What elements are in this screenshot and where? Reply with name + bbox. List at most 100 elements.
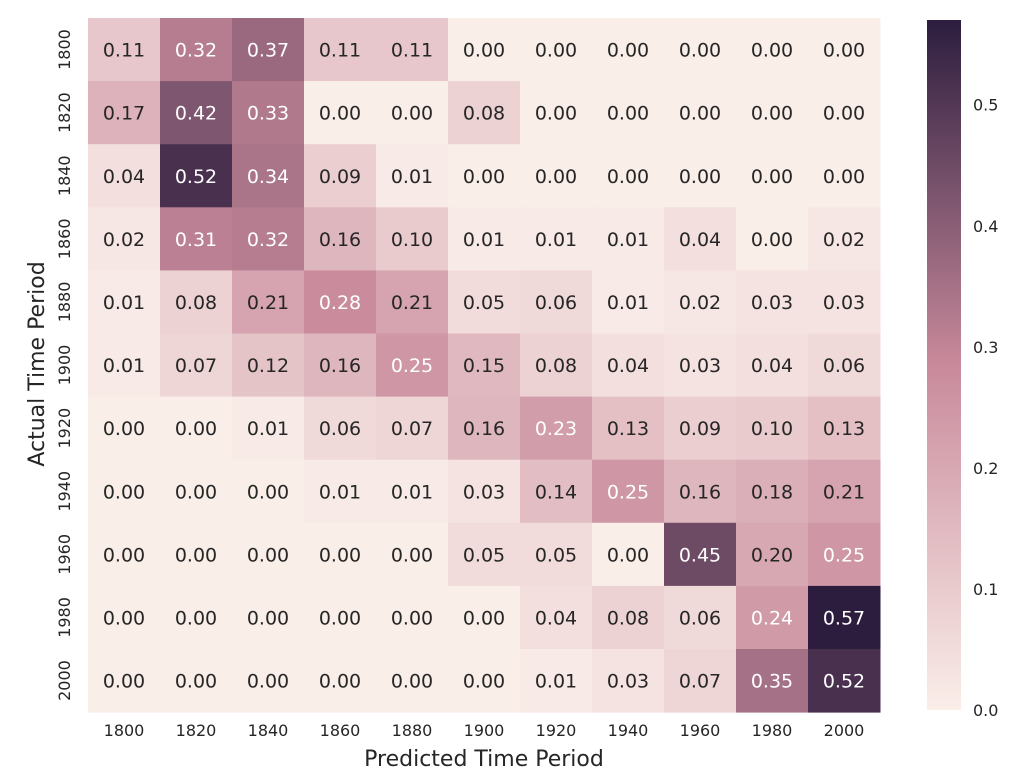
heatmap-cell bbox=[160, 396, 233, 461]
heatmap-cell bbox=[664, 649, 737, 713]
heatmap-cell bbox=[664, 333, 737, 398]
y-tick-label: 1800 bbox=[55, 29, 74, 70]
heatmap-cell bbox=[88, 207, 161, 271]
x-tick-label: 1960 bbox=[680, 721, 721, 740]
heatmap-cell bbox=[376, 585, 449, 650]
heatmap-cell bbox=[448, 649, 521, 713]
cell-value-label: 0.11 bbox=[103, 40, 145, 62]
heatmap-cell bbox=[376, 522, 449, 587]
cell-value-label: 0.00 bbox=[535, 103, 577, 125]
cell-value-label: 0.28 bbox=[319, 292, 361, 314]
cell-value-label: 0.12 bbox=[247, 355, 289, 377]
heatmap-cell bbox=[736, 649, 809, 713]
heatmap-cell bbox=[88, 333, 161, 398]
cell-value-label: 0.08 bbox=[463, 103, 505, 125]
cell-value-label: 0.01 bbox=[103, 355, 145, 377]
cell-value-label: 0.00 bbox=[247, 544, 289, 566]
colorbar-tick-labels: 0.0 0.1 0.2 0.3 0.4 0.5 bbox=[973, 96, 998, 720]
heatmap-cell bbox=[232, 144, 305, 208]
cell-value-label: 0.25 bbox=[607, 481, 649, 503]
heatmap-cell bbox=[88, 585, 161, 650]
cell-value-label: 0.00 bbox=[247, 607, 289, 629]
heatmap-cell bbox=[160, 144, 233, 208]
heatmap-cell bbox=[592, 270, 665, 334]
cell-value-label: 0.03 bbox=[751, 292, 793, 314]
heatmap-cell bbox=[520, 649, 593, 713]
cell-value-label: 0.07 bbox=[175, 355, 217, 377]
cell-value-label: 0.34 bbox=[247, 166, 289, 188]
heatmap-cell bbox=[664, 270, 737, 334]
cell-value-label: 0.02 bbox=[823, 229, 865, 251]
cell-value-label: 0.25 bbox=[823, 544, 865, 566]
heatmap-cell bbox=[736, 585, 809, 650]
colorbar-tick-label: 0.4 bbox=[973, 217, 998, 236]
heatmap-cell bbox=[304, 207, 377, 271]
heatmap-cell bbox=[160, 270, 233, 334]
cell-value-label: 0.00 bbox=[175, 544, 217, 566]
heatmap-cell bbox=[160, 18, 233, 82]
heatmap-cell bbox=[520, 522, 593, 587]
heatmap-cell bbox=[88, 81, 161, 145]
heatmap-cell bbox=[232, 459, 305, 524]
cell-value-label: 0.24 bbox=[751, 607, 793, 629]
colorbar-tick-label: 0.1 bbox=[973, 580, 998, 599]
cell-value-label: 0.16 bbox=[319, 229, 361, 251]
heatmap-cell bbox=[592, 585, 665, 650]
cell-value-label: 0.00 bbox=[607, 166, 649, 188]
cell-value-label: 0.00 bbox=[247, 671, 289, 693]
y-tick-label: 1960 bbox=[55, 534, 74, 575]
cell-value-label: 0.01 bbox=[607, 292, 649, 314]
heatmap-cells bbox=[88, 18, 881, 713]
heatmap-cell bbox=[304, 396, 377, 461]
cell-value-label: 0.11 bbox=[391, 40, 433, 62]
cell-value-label: 0.00 bbox=[103, 607, 145, 629]
cell-value-label: 0.00 bbox=[679, 40, 721, 62]
cell-value-label: 0.04 bbox=[607, 355, 649, 377]
cell-value-label: 0.20 bbox=[751, 544, 793, 566]
heatmap-cell bbox=[736, 270, 809, 334]
x-axis-label: Predicted Time Period bbox=[364, 747, 604, 772]
cell-value-label: 0.31 bbox=[175, 229, 217, 251]
heatmap-cell bbox=[88, 270, 161, 334]
cell-value-label: 0.00 bbox=[391, 103, 433, 125]
cell-value-label: 0.13 bbox=[823, 418, 865, 440]
heatmap-cell bbox=[520, 396, 593, 461]
cell-value-label: 0.00 bbox=[823, 40, 865, 62]
heatmap-cell bbox=[232, 649, 305, 713]
y-tick-labels: 1800 1820 1840 1860 1880 1900 1920 1940 1960 1980… bbox=[55, 29, 74, 701]
heatmap-cell bbox=[448, 18, 521, 82]
cell-value-label: 0.00 bbox=[607, 544, 649, 566]
heatmap-cell bbox=[376, 396, 449, 461]
heatmap-cell bbox=[232, 18, 305, 82]
cell-value-label: 0.01 bbox=[391, 166, 433, 188]
heatmap-cell bbox=[520, 18, 593, 82]
heatmap-cell bbox=[808, 144, 881, 208]
cell-value-label: 0.37 bbox=[247, 40, 289, 62]
y-tick-label: 2000 bbox=[55, 660, 74, 701]
heatmap-cell bbox=[304, 18, 377, 82]
cell-value-label: 0.15 bbox=[463, 355, 505, 377]
cell-value-label: 0.05 bbox=[463, 544, 505, 566]
heatmap-cell bbox=[808, 18, 881, 82]
cell-value-labels: 0.11 0.32 0.37 0.11 0.11 0.00 0.00 0.00 0.00 0.00… bbox=[103, 40, 865, 693]
cell-value-label: 0.00 bbox=[463, 40, 505, 62]
heatmap-cell bbox=[448, 522, 521, 587]
heatmap-cell bbox=[160, 522, 233, 587]
heatmap-cell bbox=[520, 207, 593, 271]
cell-value-label: 0.06 bbox=[319, 418, 361, 440]
heatmap-cell bbox=[160, 207, 233, 271]
heatmap-cell bbox=[808, 585, 881, 650]
cell-value-label: 0.01 bbox=[319, 481, 361, 503]
cell-value-label: 0.10 bbox=[751, 418, 793, 440]
cell-value-label: 0.01 bbox=[535, 671, 577, 693]
cell-value-label: 0.07 bbox=[679, 671, 721, 693]
colorbar-tick-label: 0.5 bbox=[973, 96, 998, 115]
heatmap-cell bbox=[520, 81, 593, 145]
cell-value-label: 0.04 bbox=[751, 355, 793, 377]
y-tick-label: 1840 bbox=[55, 155, 74, 196]
cell-value-label: 0.16 bbox=[679, 481, 721, 503]
heatmap-cell bbox=[520, 144, 593, 208]
cell-value-label: 0.52 bbox=[175, 166, 217, 188]
cell-value-label: 0.10 bbox=[391, 229, 433, 251]
cell-value-label: 0.16 bbox=[319, 355, 361, 377]
